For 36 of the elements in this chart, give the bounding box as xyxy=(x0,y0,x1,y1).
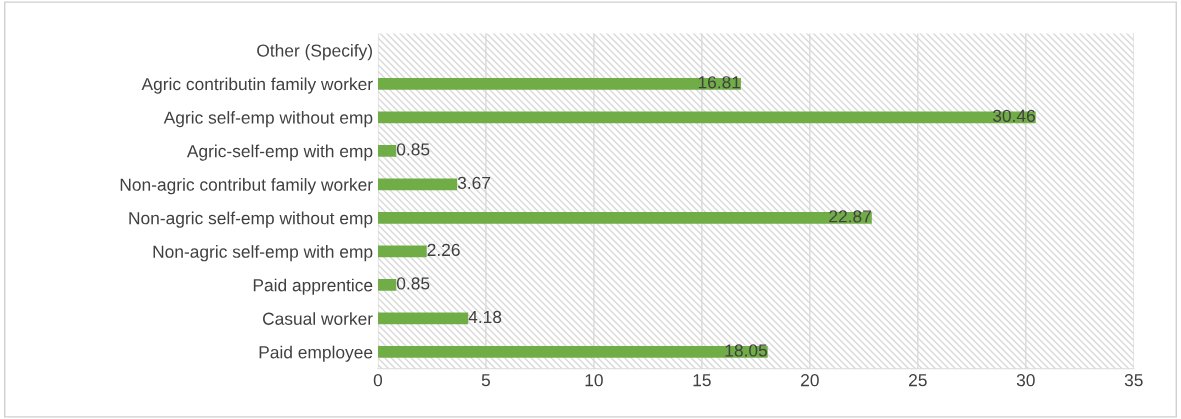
x-tick-label: 30 xyxy=(1016,374,1035,387)
y-tick-label: Non-agric contribut family worker xyxy=(120,178,373,195)
bar xyxy=(377,245,427,258)
y-tick-label: Paid apprentice xyxy=(253,278,373,295)
data-label: 16.81 xyxy=(698,76,741,89)
y-tick-label: Other (Specify) xyxy=(257,43,372,61)
data-label: 22.87 xyxy=(829,210,871,223)
y-tick-label: Casual worker xyxy=(262,312,373,325)
data-label: 30.46 xyxy=(992,109,1035,122)
bar xyxy=(377,346,768,358)
x-tick-label: 25 xyxy=(909,374,927,387)
data-label: 18.05 xyxy=(725,344,767,357)
bar xyxy=(377,212,872,224)
bar xyxy=(377,77,741,90)
bar xyxy=(377,144,397,157)
bar xyxy=(377,279,397,291)
x-tick-label: 15 xyxy=(693,374,711,387)
data-label: 0.85 xyxy=(396,143,430,156)
y-tick-label: Non-agric self-emp with emp xyxy=(153,245,373,262)
y-tick-label: Agric contributin family worker xyxy=(141,77,373,94)
bar xyxy=(377,312,469,325)
x-tick-label: 20 xyxy=(801,374,819,387)
x-tick-label: 35 xyxy=(1124,374,1143,387)
x-tick-label: 0 xyxy=(373,374,383,387)
y-tick-label: Paid employee xyxy=(259,345,373,362)
data-label: 3.67 xyxy=(457,176,491,190)
y-tick-label: Agric self-emp without emp xyxy=(163,111,373,128)
x-tick-label: 10 xyxy=(585,374,603,387)
bar xyxy=(377,178,458,191)
data-label: 0.85 xyxy=(396,277,430,290)
data-label: 4.18 xyxy=(468,310,502,324)
bar xyxy=(377,111,1036,124)
data-label: 2.26 xyxy=(427,243,460,257)
y-tick-label: Non-agric self-emp without emp xyxy=(129,211,373,228)
y-tick-label: Agric-self-emp with emp xyxy=(186,144,373,161)
x-tick-label: 5 xyxy=(481,374,490,387)
